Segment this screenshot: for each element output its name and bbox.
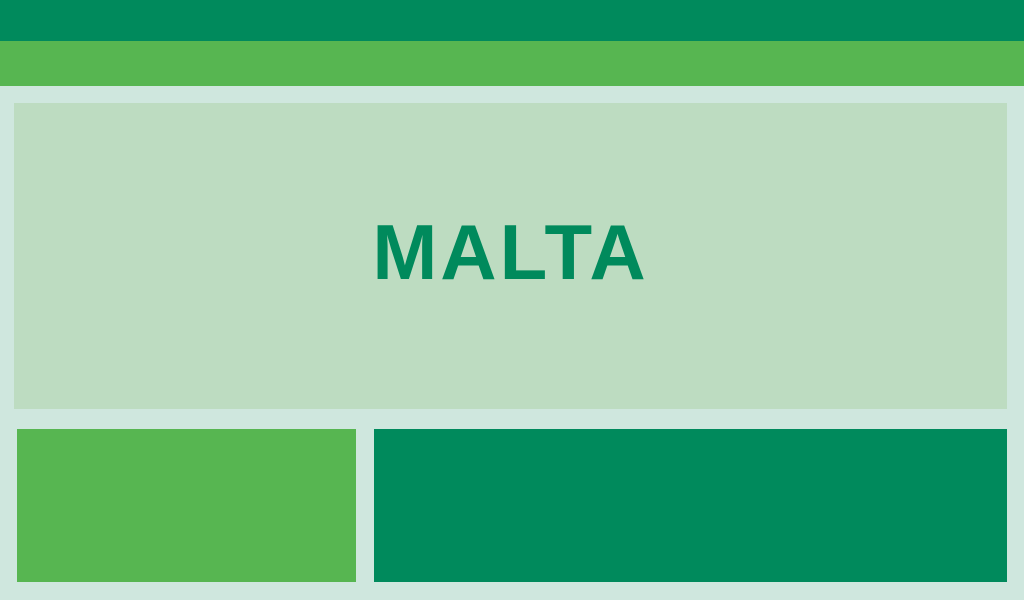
top-bar	[0, 0, 1024, 41]
hero-banner: MALTA	[14, 103, 1007, 409]
right-panel	[374, 429, 1007, 582]
hero-title: MALTA	[372, 208, 649, 296]
sub-bar	[0, 41, 1024, 86]
left-panel	[17, 429, 356, 582]
